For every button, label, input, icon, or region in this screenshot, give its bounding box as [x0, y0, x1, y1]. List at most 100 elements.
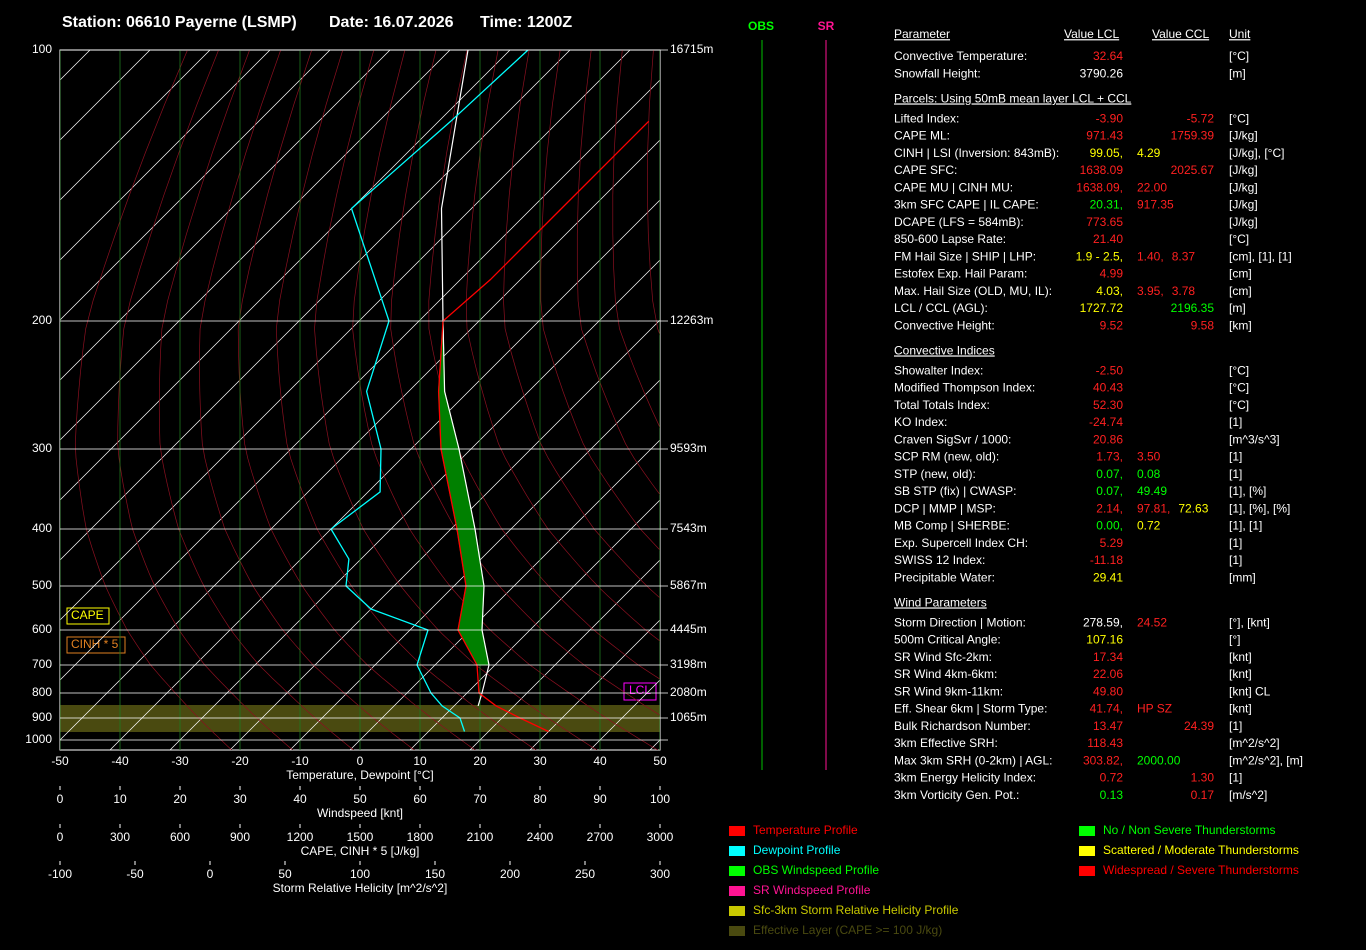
unit: [1]	[1229, 553, 1242, 567]
value-extra: 3.95, 3.78	[1137, 284, 1195, 298]
unit: [1]	[1229, 467, 1242, 481]
axis-tick-label: 2100	[467, 830, 494, 844]
axis-tick-label: 20	[173, 792, 187, 806]
param-label: CAPE ML:	[894, 129, 950, 143]
unit: [m]	[1229, 66, 1246, 80]
unit: [m/s^2]	[1229, 788, 1267, 802]
legend-swatch	[729, 886, 745, 896]
axis-tick-label: 1800	[407, 830, 434, 844]
section-title: Parcels: Using 50mB mean layer LCL + CCL	[894, 91, 1132, 105]
isotherm	[109, 199, 660, 750]
x-tick-label: -10	[291, 754, 309, 768]
axis-tick-label: 900	[230, 830, 250, 844]
unit: [°]	[1229, 633, 1240, 647]
value-lcl: 0.07,	[1096, 467, 1123, 481]
value-part: 3.78	[1172, 284, 1196, 298]
unit: [cm]	[1229, 267, 1252, 281]
axis-tick-label: 250	[575, 867, 595, 881]
value-ccl: -5.72	[1187, 111, 1215, 125]
legend-label: SR Windspeed Profile	[753, 883, 871, 897]
legend-swatch	[729, 906, 745, 916]
value-lcl: 9.52	[1100, 318, 1124, 332]
value-lcl: 303.82,	[1083, 753, 1123, 767]
unit: [m^2/s^2]	[1229, 736, 1280, 750]
value-lcl: 3790.26	[1080, 66, 1124, 80]
dry-adiabat	[576, 50, 660, 496]
value-lcl: 278.59,	[1083, 615, 1123, 629]
value-part: 24.52	[1137, 615, 1167, 629]
unit: [1], [1]	[1229, 519, 1262, 533]
value-lcl: 107.16	[1086, 633, 1123, 647]
unit: [cm], [1], [1]	[1229, 249, 1292, 263]
value-lcl: -24.74	[1089, 415, 1123, 429]
unit: [J/kg]	[1229, 180, 1258, 194]
value-lcl: 41.74,	[1090, 702, 1123, 716]
y-tick-label: 300	[32, 441, 52, 455]
sr-label: SR	[818, 19, 835, 33]
axis-tick-label: 200	[500, 867, 520, 881]
isotherm	[169, 259, 660, 750]
value-lcl: 29.41	[1093, 570, 1123, 584]
param-label: Exp. Supercell Index CH:	[894, 536, 1028, 550]
param-label: Snowfall Height:	[894, 66, 981, 80]
axis-tick-label: 70	[473, 792, 487, 806]
legend-swatch	[1079, 826, 1095, 836]
unit: [1], [%], [%]	[1229, 501, 1290, 515]
axis-tick-label: 100	[350, 867, 370, 881]
value-part: 0.08	[1137, 467, 1161, 481]
param-label: SR Wind 4km-6km:	[894, 667, 997, 681]
unit: [knt] CL	[1229, 684, 1271, 698]
height-label: 3198m	[670, 657, 707, 671]
cape-box-label: CAPE	[71, 608, 104, 622]
axis-tick-label: 2700	[587, 830, 614, 844]
value-ccl: 24.39	[1184, 719, 1214, 733]
height-label: 1065m	[670, 710, 707, 724]
dry-adiabat	[540, 50, 660, 551]
x-tick-label: -20	[231, 754, 249, 768]
axis-tick-label: 100	[650, 792, 670, 806]
unit: [mm]	[1229, 570, 1256, 584]
param-label: 850-600 Lapse Rate:	[894, 232, 1006, 246]
value-lcl: 1.9 - 2.5,	[1076, 249, 1123, 263]
value-part: 1.40,	[1137, 249, 1164, 263]
value-lcl: 99.05,	[1090, 146, 1123, 160]
axis-tick-label: 80	[533, 792, 547, 806]
unit: [°C]	[1229, 363, 1249, 377]
date: Date: 16.07.2026	[329, 14, 454, 31]
axis-title: CAPE, CINH * 5 [J/kg]	[301, 844, 420, 858]
param-label: Bulk Richardson Number:	[894, 719, 1031, 733]
legend-label: Effective Layer (CAPE >= 100 J/kg)	[753, 923, 942, 937]
unit: [J/kg]	[1229, 163, 1258, 177]
value-part: 49.49	[1137, 484, 1167, 498]
dry-adiabat	[465, 50, 660, 642]
value-ccl: 2196.35	[1171, 301, 1215, 315]
legend-swatch	[729, 826, 745, 836]
value-extra: 49.49	[1137, 484, 1167, 498]
isotherm	[60, 50, 511, 501]
isotherm	[289, 379, 660, 750]
unit: [km]	[1229, 318, 1252, 332]
isotherm	[60, 139, 660, 741]
unit: [°C]	[1229, 49, 1249, 63]
value-lcl: 2.14,	[1096, 501, 1123, 515]
value-lcl: 22.06	[1093, 667, 1123, 681]
height-label: 16715m	[670, 42, 713, 56]
axis-tick-label: 60	[413, 792, 427, 806]
value-part: 917.35	[1137, 198, 1174, 212]
unit: [1], [%]	[1229, 484, 1266, 498]
value-lcl: 32.64	[1093, 49, 1123, 63]
table-header: Value CCL	[1152, 27, 1209, 41]
unit: [1]	[1229, 415, 1242, 429]
param-label: SR Wind Sfc-2km:	[894, 650, 992, 664]
value-part: 4.29	[1137, 146, 1161, 160]
axis-tick-label: 1200	[287, 830, 314, 844]
isotherm	[60, 50, 451, 441]
value-part: 22.00	[1137, 180, 1167, 194]
unit: [°C]	[1229, 381, 1249, 395]
unit: [J/kg]	[1229, 198, 1258, 212]
value-ccl: 2025.67	[1171, 163, 1215, 177]
unit: [1]	[1229, 536, 1242, 550]
dry-adiabat	[503, 50, 660, 599]
height-label: 2080m	[670, 685, 707, 699]
